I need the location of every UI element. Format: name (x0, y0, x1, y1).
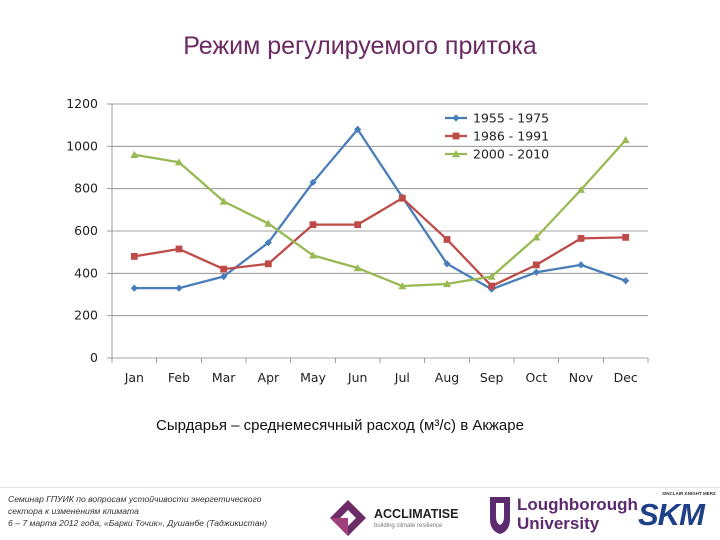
x-tick-label: Dec (614, 370, 638, 385)
data-point (175, 158, 183, 166)
x-tick-label: Aug (435, 370, 459, 385)
series-3 (130, 135, 630, 290)
data-point (264, 239, 272, 247)
data-point (621, 135, 630, 144)
data-point (577, 235, 585, 242)
data-point (309, 251, 317, 259)
data-point (130, 253, 138, 260)
acclimatise-logo: ACCLIMATISE building climate resilience (326, 496, 486, 536)
skm-logo: SINCLAIR KNIGHT MERZ SKM (632, 491, 716, 537)
acclimatise-tagline: building climate resilience (374, 523, 443, 529)
legend-entry: 1986 - 1991 (445, 129, 549, 144)
y-tick-label: 1200 (66, 96, 98, 111)
data-point (219, 197, 228, 205)
seminar-line-1: Семинар ГПУИК по вопросам устойчивости э… (8, 494, 262, 504)
series-line (134, 128, 627, 291)
data-point (487, 272, 496, 280)
data-point (443, 260, 451, 268)
data-point (532, 261, 540, 269)
x-tick-label: May (300, 370, 326, 385)
skm-tagline: SINCLAIR KNIGHT MERZ (662, 491, 716, 496)
series-2 (130, 194, 630, 290)
data-point (309, 178, 317, 186)
acclimatise-wordmark: ACCLIMATISE (374, 507, 459, 521)
y-tick-labels: 0 200 400 600 800 1000 1200 (66, 96, 98, 365)
data-point (130, 284, 138, 292)
x-tick-label: Jan (124, 370, 144, 385)
legend-marker (452, 114, 460, 122)
seminar-line-3: 6 – 7 марта 2012 года, «Барки Точик», Ду… (8, 518, 268, 528)
data-point (354, 125, 362, 133)
seminar-info: Семинар ГПУИК по вопросам устойчивости э… (8, 493, 308, 529)
x-tick-label: Apr (258, 370, 280, 385)
data-point (622, 277, 630, 285)
data-point (398, 194, 406, 202)
legend-marker (452, 150, 460, 158)
series-line (134, 197, 626, 288)
loughborough-crest-icon (490, 497, 510, 534)
data-point (264, 260, 272, 268)
legend: 1955 - 1975 1986 - 1991 2000 - 2010 (445, 111, 549, 162)
series-lines (130, 125, 630, 293)
legend-marker (452, 132, 460, 140)
legend-entry: 1955 - 1975 (445, 111, 549, 126)
data-point (309, 221, 317, 229)
data-point (398, 282, 407, 290)
data-point (175, 284, 183, 292)
data-point (532, 233, 541, 241)
x-tick-label: Feb (168, 370, 190, 385)
legend-entry: 2000 - 2010 (445, 147, 549, 162)
data-point (130, 150, 139, 158)
x-tick-label: Nov (569, 370, 594, 385)
seminar-line-2: сектора к изменениям климата (8, 506, 139, 516)
y-tick-label: 0 (90, 350, 98, 365)
data-point (220, 265, 228, 273)
data-point (443, 279, 451, 288)
loughborough-logo: Loughborough University (487, 494, 638, 536)
data-point (443, 236, 451, 243)
data-point (488, 282, 496, 290)
data-point (175, 245, 183, 253)
data-point (532, 268, 540, 276)
x-tick-labels: Jan Feb Mar Apr May Jun Jul Aug Sep Oct Nov Dec (124, 370, 638, 385)
y-tick-label: 800 (74, 181, 98, 196)
data-point (220, 272, 228, 281)
data-point (264, 219, 273, 227)
acclimatise-mark-icon (330, 500, 366, 536)
line-chart: 0 200 400 600 800 1000 1200 Jan Feb Mar Apr May Jun… (66, 96, 649, 385)
data-point (622, 233, 630, 241)
legend-label: 1955 - 1975 (473, 111, 549, 126)
legend-label: 1986 - 1991 (473, 129, 549, 144)
x-tick-label: Jun (347, 370, 368, 385)
series-line (134, 139, 627, 288)
loughborough-name-line-2: University (517, 514, 600, 533)
footer-divider (0, 487, 720, 488)
axes (107, 103, 649, 363)
x-tick-label: Mar (212, 370, 236, 385)
x-tick-label: Sep (480, 370, 504, 385)
grid-lines (112, 103, 648, 317)
data-point (354, 221, 362, 229)
series-1 (130, 125, 630, 293)
data-point (353, 264, 362, 272)
y-tick-label: 400 (74, 265, 98, 280)
data-point (577, 261, 585, 269)
y-tick-label: 200 (74, 308, 98, 323)
chart-x-label: Сырдарья – среднемесячный расход (м³/с) … (156, 417, 524, 434)
y-tick-label: 600 (74, 223, 98, 238)
skm-wordmark: SKM (638, 497, 705, 532)
x-tick-label: Jul (394, 370, 410, 385)
y-tick-label: 1000 (66, 138, 98, 153)
loughborough-name-line-1: Loughborough (517, 495, 638, 514)
x-tick-label: Oct (526, 370, 548, 385)
page-title: Режим регулируемого притока (183, 32, 537, 60)
data-point (577, 185, 585, 193)
legend-label: 2000 - 2010 (473, 147, 549, 162)
